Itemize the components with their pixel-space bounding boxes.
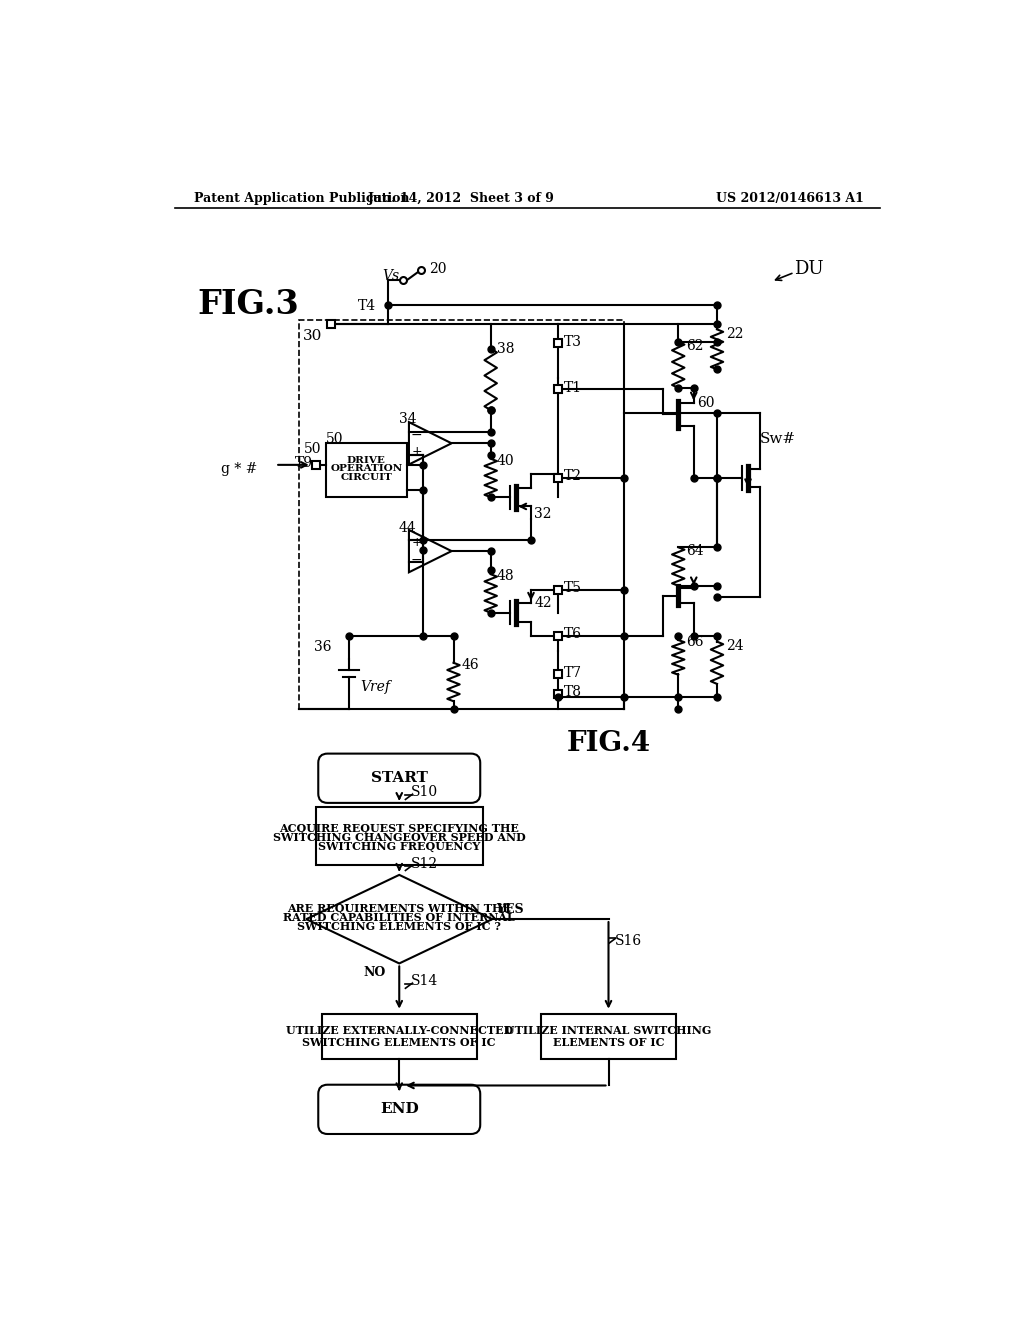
- Text: Jun. 14, 2012  Sheet 3 of 9: Jun. 14, 2012 Sheet 3 of 9: [368, 191, 555, 205]
- Text: 32: 32: [535, 507, 552, 521]
- Text: Patent Application Publication: Patent Application Publication: [194, 191, 410, 205]
- Text: T3: T3: [563, 335, 582, 348]
- Text: g * #: g * #: [221, 462, 257, 475]
- Text: 42: 42: [535, 597, 552, 610]
- Text: T6: T6: [563, 627, 582, 642]
- Text: FIG.3: FIG.3: [198, 288, 299, 321]
- Text: Vs: Vs: [382, 269, 399, 284]
- Text: T8: T8: [563, 685, 582, 700]
- Text: ARE REQUIREMENTS WITHIN THE: ARE REQUIREMENTS WITHIN THE: [288, 903, 511, 913]
- Text: DRIVE: DRIVE: [347, 455, 386, 465]
- Text: RATED CAPABILITIES OF INTERNAL: RATED CAPABILITIES OF INTERNAL: [284, 912, 515, 923]
- Text: 50: 50: [304, 442, 322, 457]
- Text: UTILIZE INTERNAL SWITCHING: UTILIZE INTERNAL SWITCHING: [505, 1024, 712, 1035]
- Text: 64: 64: [686, 544, 703, 558]
- Text: T1: T1: [563, 381, 582, 395]
- Bar: [326, 444, 407, 498]
- Bar: [541, 1014, 676, 1059]
- Text: −: −: [411, 428, 423, 442]
- Text: 36: 36: [314, 640, 332, 655]
- Text: Sw#: Sw#: [760, 433, 796, 446]
- Text: 48: 48: [497, 569, 514, 582]
- Text: S14: S14: [411, 974, 438, 989]
- Text: 22: 22: [726, 327, 743, 341]
- Text: CIRCUIT: CIRCUIT: [340, 473, 392, 482]
- Text: S12: S12: [411, 857, 438, 870]
- Bar: [322, 1014, 477, 1059]
- Text: Vref: Vref: [360, 680, 390, 693]
- Text: 24: 24: [726, 639, 743, 653]
- Text: UTILIZE EXTERNALLY-CONNECTED: UTILIZE EXTERNALLY-CONNECTED: [286, 1024, 513, 1035]
- Text: START: START: [371, 771, 428, 785]
- Text: FIG.4: FIG.4: [566, 730, 650, 758]
- Text: +: +: [412, 445, 422, 458]
- Text: ELEMENTS OF IC: ELEMENTS OF IC: [553, 1038, 665, 1048]
- Text: DU: DU: [795, 260, 824, 277]
- Text: S10: S10: [411, 785, 438, 800]
- Text: 40: 40: [497, 454, 514, 469]
- Text: SWITCHING ELEMENTS OF IC ?: SWITCHING ELEMENTS OF IC ?: [297, 921, 501, 932]
- Text: US 2012/0146613 A1: US 2012/0146613 A1: [717, 191, 864, 205]
- Text: 44: 44: [398, 521, 417, 535]
- Bar: [316, 807, 482, 865]
- Text: −: −: [411, 553, 423, 566]
- Text: T5: T5: [563, 581, 582, 595]
- Text: 34: 34: [398, 412, 417, 425]
- Text: ACQUIRE REQUEST SPECIFYING THE: ACQUIRE REQUEST SPECIFYING THE: [280, 822, 519, 834]
- Text: T7: T7: [563, 665, 582, 680]
- Text: 46: 46: [461, 659, 479, 672]
- Text: 62: 62: [686, 338, 703, 352]
- Text: SWITCHING FREQUENCY: SWITCHING FREQUENCY: [318, 841, 480, 853]
- Text: 20: 20: [429, 261, 446, 276]
- Text: YES: YES: [496, 903, 523, 916]
- Text: 38: 38: [497, 342, 514, 356]
- Text: T2: T2: [563, 470, 582, 483]
- Text: 50: 50: [326, 433, 343, 446]
- Text: SWITCHING ELEMENTS OF IC: SWITCHING ELEMENTS OF IC: [302, 1038, 496, 1048]
- Text: OPERATION: OPERATION: [330, 465, 402, 473]
- Text: S16: S16: [614, 933, 642, 948]
- Text: SWITCHING CHANGEOVER SPEED AND: SWITCHING CHANGEOVER SPEED AND: [272, 832, 525, 843]
- Text: T9: T9: [295, 455, 312, 470]
- Text: 30: 30: [302, 330, 322, 343]
- Text: 60: 60: [697, 396, 715, 411]
- Text: T4: T4: [357, 300, 376, 313]
- Text: +: +: [412, 536, 422, 549]
- Text: NO: NO: [364, 966, 385, 979]
- Text: END: END: [380, 1102, 419, 1117]
- Text: 66: 66: [686, 635, 703, 649]
